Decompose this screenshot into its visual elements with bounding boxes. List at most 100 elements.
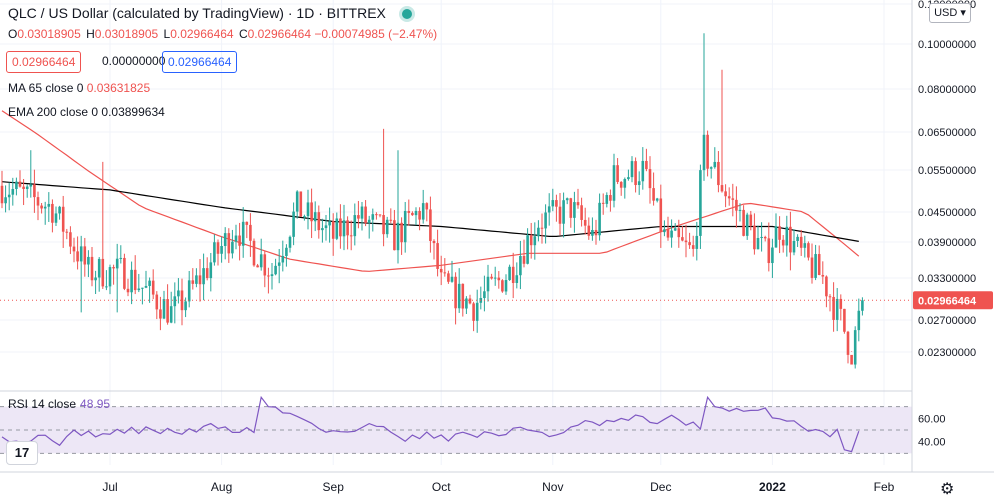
candle-body	[612, 165, 616, 201]
currency-dropdown[interactable]: USD ▾	[929, 3, 971, 23]
candle-body	[738, 209, 742, 211]
candle-body	[180, 290, 184, 311]
sell-button[interactable]: 0.02966464	[6, 51, 82, 73]
candle-body	[418, 210, 421, 220]
candle-body	[123, 257, 126, 289]
candle-body	[843, 308, 846, 332]
price-tick-label: 0.06500000	[918, 127, 976, 139]
candle-body	[461, 283, 465, 309]
candle-body	[47, 203, 51, 207]
candle-body	[177, 290, 180, 297]
time-tick-label: Sep	[323, 480, 345, 494]
high-value: 0.03018905	[94, 27, 159, 41]
candle-body	[670, 230, 673, 238]
candle-body	[227, 233, 231, 254]
candle-body	[61, 206, 65, 232]
candle-body	[731, 198, 735, 200]
candle-body	[202, 268, 205, 285]
candle-body	[641, 160, 645, 182]
candle-body	[501, 280, 504, 292]
candle-body	[213, 242, 216, 263]
tradingview-logo-icon[interactable]: 17	[6, 441, 38, 465]
candle-body	[303, 216, 306, 218]
candle-body	[576, 202, 580, 206]
candle-body	[51, 203, 54, 223]
candle-body	[25, 186, 29, 189]
candle-body	[173, 296, 177, 307]
candle-body	[159, 309, 162, 319]
candle-body	[720, 185, 724, 192]
candle-body	[558, 206, 562, 224]
candle-body	[393, 220, 396, 251]
candle-body	[537, 227, 540, 237]
ma-legend-label: MA 65 close 0	[8, 81, 84, 95]
candle-body	[652, 188, 655, 201]
candle-body	[414, 210, 418, 216]
candle-body	[367, 219, 371, 223]
ma-legend[interactable]: MA 65 close 0 0.03631825	[8, 81, 150, 95]
candle-body	[857, 310, 861, 331]
buy-button[interactable]: 0.02966464	[162, 51, 238, 73]
candle-body	[677, 228, 681, 238]
candle-body	[331, 221, 335, 239]
high-label: H	[86, 27, 95, 41]
candle-body	[421, 203, 425, 220]
candle-body	[252, 240, 256, 266]
candle-body	[472, 303, 475, 321]
candle-body	[223, 233, 227, 246]
low-label: L	[163, 27, 171, 41]
candle-body	[508, 266, 511, 281]
candle-body	[601, 202, 605, 204]
candle-body	[443, 272, 447, 274]
time-tick-label: Aug	[211, 480, 232, 494]
ema-legend[interactable]: EMA 200 close 0 0.03899634	[8, 105, 165, 119]
candle-body	[547, 206, 551, 213]
candle-body	[846, 331, 850, 355]
candle-body	[148, 280, 151, 286]
candle-body	[439, 268, 443, 273]
candle-body	[288, 236, 292, 248]
candle-body	[861, 300, 864, 311]
candle-body	[717, 161, 720, 186]
price-tick-label: 0.03900000	[918, 237, 976, 249]
candle-body	[292, 211, 295, 237]
close-value: 0.02966464	[247, 27, 312, 41]
candle-body	[115, 258, 119, 269]
candle-body	[821, 274, 825, 277]
candle-body	[119, 257, 123, 259]
candle-body	[105, 286, 108, 288]
candle-body	[382, 215, 385, 235]
candle-body	[468, 298, 472, 304]
candle-body	[609, 195, 612, 201]
candle-body	[151, 280, 155, 295]
time-tick-label: Dec	[650, 480, 671, 494]
candle-body	[742, 209, 745, 236]
candle-body	[137, 288, 141, 291]
candle-body	[515, 275, 519, 284]
candle-body	[666, 229, 670, 238]
candle-body	[706, 134, 709, 169]
candle-body	[623, 179, 627, 188]
candle-body	[486, 276, 490, 292]
candle-body	[544, 212, 547, 229]
candle-body	[249, 224, 252, 241]
gear-icon[interactable]: ⚙	[940, 481, 955, 498]
candle-body	[187, 280, 191, 302]
candle-body	[565, 198, 569, 201]
ma-65-line	[1, 110, 860, 272]
candle-body	[346, 220, 349, 236]
symbol-title-text[interactable]: QLC / US Dollar (calculated by TradingVi…	[8, 5, 386, 21]
candle-body	[353, 215, 357, 237]
candle-body	[760, 236, 763, 238]
candle-body	[745, 214, 749, 236]
candle-body	[450, 276, 454, 282]
price-axis: 0.120000000.100000000.080000000.06500000…	[911, 0, 976, 472]
ma-legend-value: 0.03631825	[86, 81, 151, 95]
rsi-legend[interactable]: RSI 14 close 48.95	[8, 397, 110, 411]
candle-body	[519, 255, 522, 276]
spread-value: 0.00000000	[102, 54, 166, 68]
candle-body	[33, 184, 36, 198]
candle-body	[220, 245, 223, 254]
symbol-title[interactable]: QLC / US Dollar (calculated by TradingVi…	[8, 5, 412, 21]
